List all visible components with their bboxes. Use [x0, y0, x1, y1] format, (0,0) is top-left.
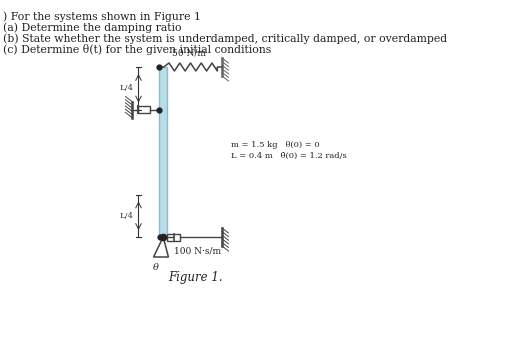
Text: L/4: L/4 — [120, 212, 134, 220]
Bar — [138, 106, 149, 113]
Text: L/4: L/4 — [120, 84, 134, 92]
Text: (a) Determine the damping ratio: (a) Determine the damping ratio — [3, 22, 181, 33]
Text: ) For the systems shown in Figure 1: ) For the systems shown in Figure 1 — [3, 11, 201, 22]
FancyBboxPatch shape — [159, 67, 167, 237]
Text: 50 N/m: 50 N/m — [172, 49, 206, 58]
Text: θ: θ — [153, 263, 158, 272]
Text: (b) State whether the system is underdamped, critically damped, or overdamped: (b) State whether the system is underdam… — [3, 33, 447, 44]
Text: m = 1.5 kg   θ(0) = 0: m = 1.5 kg θ(0) = 0 — [231, 141, 320, 149]
Text: (c) Determine θ(t) for the given initial conditions: (c) Determine θ(t) for the given initial… — [3, 44, 271, 55]
Text: Figure 1.: Figure 1. — [169, 271, 223, 284]
Text: L = 0.4 m   θ̇(0) = 1.2 rad/s: L = 0.4 m θ̇(0) = 1.2 rad/s — [231, 152, 347, 160]
Bar — [167, 234, 180, 240]
Text: 100 N·s/m: 100 N·s/m — [174, 246, 221, 255]
